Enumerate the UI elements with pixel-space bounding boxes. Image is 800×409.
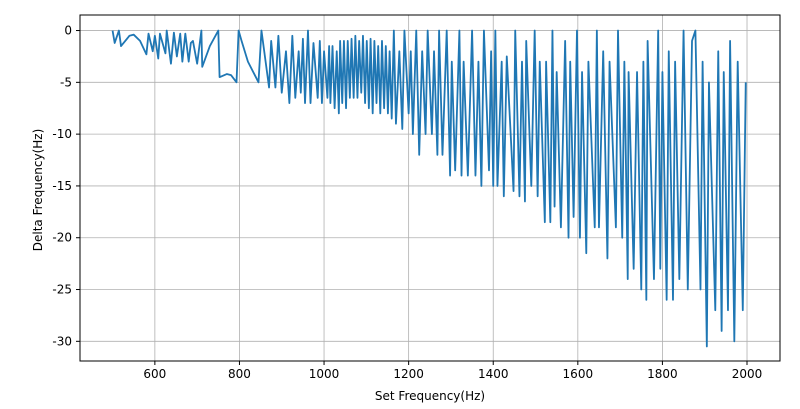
data-line (111, 29, 747, 348)
x-axis-label: Set Frequency(Hz) (375, 389, 485, 403)
x-tick-label: 2000 (732, 367, 763, 381)
y-tick-label: -10 (52, 127, 72, 141)
y-axis-label: Delta Frequency(Hz) (31, 129, 45, 252)
x-tick-label: 1000 (309, 367, 340, 381)
x-tick-label: 1400 (478, 367, 509, 381)
plot-frame (79, 14, 781, 362)
y-tick-label: -20 (52, 231, 72, 245)
x-tick-label: 1800 (647, 367, 678, 381)
x-tick-label: 1600 (563, 367, 594, 381)
x-tick-label: 800 (228, 367, 251, 381)
x-tick-label: 600 (143, 367, 166, 381)
y-tick-label: -15 (52, 179, 72, 193)
y-tick-label: 0 (64, 24, 72, 38)
y-tick-label: -5 (60, 75, 72, 89)
x-tick-label: 1200 (393, 367, 424, 381)
y-tick-label: -30 (52, 334, 72, 348)
y-tick-label: -25 (52, 283, 72, 297)
